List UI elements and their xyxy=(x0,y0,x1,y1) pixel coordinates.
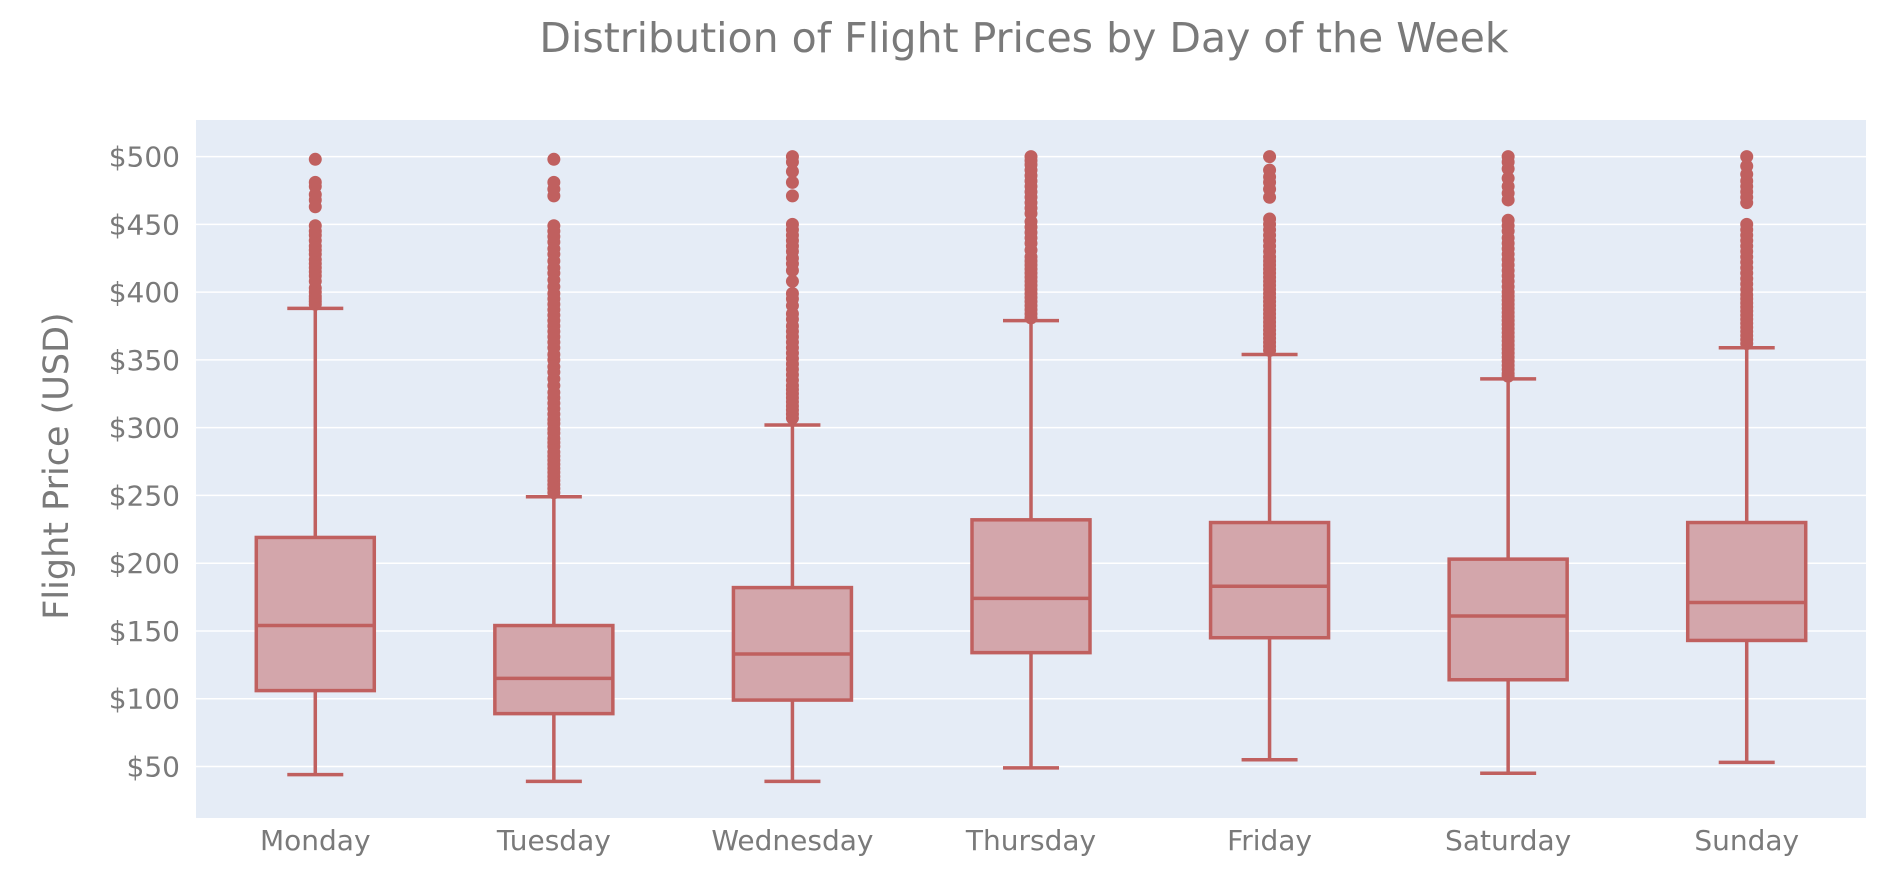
outlier-point xyxy=(1740,217,1754,231)
outlier-point xyxy=(1263,163,1277,177)
outlier-point xyxy=(785,150,799,164)
y-tick-label: $250 xyxy=(109,479,180,512)
x-tick-label: Saturday xyxy=(1445,824,1571,857)
outlier-point xyxy=(785,189,799,203)
outlier-point xyxy=(1263,150,1277,164)
x-tick-label: Tuesday xyxy=(496,824,611,857)
chart-title: Distribution of Flight Prices by Day of … xyxy=(539,14,1508,62)
box-group xyxy=(1685,150,1808,765)
y-tick-label: $300 xyxy=(109,412,180,445)
iqr-box xyxy=(731,585,854,702)
iqr-box xyxy=(1208,520,1331,640)
iqr-box xyxy=(1447,557,1569,682)
box-group xyxy=(731,150,854,784)
outlier-point xyxy=(1740,150,1754,164)
y-axis-ticks: $50 $100 $150 $200 $250 $300 $350 $400 $450 $500 xyxy=(109,141,180,784)
y-tick-label: $450 xyxy=(109,208,180,241)
outlier-point xyxy=(547,219,561,233)
y-tick-label: $200 xyxy=(109,547,180,580)
y-axis-title: Flight Price (USD) xyxy=(37,312,77,619)
y-tick-label: $500 xyxy=(109,141,180,174)
x-tick-label: Sunday xyxy=(1694,824,1799,857)
y-tick-label: $350 xyxy=(109,344,180,377)
y-tick-label: $100 xyxy=(109,683,180,716)
outlier-point xyxy=(308,152,322,166)
outlier-point xyxy=(308,175,322,189)
outlier-point xyxy=(547,152,561,166)
outlier-point xyxy=(1501,150,1515,164)
outlier-point xyxy=(785,286,799,300)
outlier-point xyxy=(785,217,799,231)
box-group xyxy=(1208,150,1331,762)
y-tick-label: $150 xyxy=(109,615,180,648)
outlier-point xyxy=(1024,150,1038,164)
iqr-box xyxy=(970,518,1092,655)
outlier-point xyxy=(1263,212,1277,226)
outlier-point xyxy=(1501,213,1515,227)
iqr-box xyxy=(1685,520,1808,643)
boxes xyxy=(254,150,1808,784)
x-axis-ticks: Monday Tuesday Wednesday Thursday Friday Satu… xyxy=(260,824,1799,857)
outlier-point xyxy=(1501,171,1515,185)
box-group xyxy=(254,152,377,777)
box-group xyxy=(970,150,1092,770)
outlier-point xyxy=(547,175,561,189)
y-tick-label: $50 xyxy=(127,750,180,783)
outlier-point xyxy=(785,175,799,189)
outlier-point xyxy=(308,219,322,233)
box-group xyxy=(493,152,615,784)
y-tick-label: $400 xyxy=(109,276,180,309)
outlier-point xyxy=(785,165,799,179)
iqr-box xyxy=(254,535,377,693)
box-group xyxy=(1447,150,1569,776)
x-tick-label: Monday xyxy=(260,824,371,857)
iqr-box xyxy=(493,623,615,716)
outlier-point xyxy=(785,274,799,288)
x-tick-label: Wednesday xyxy=(711,824,873,857)
outlier-point xyxy=(1740,159,1754,173)
x-tick-label: Friday xyxy=(1227,824,1312,857)
x-tick-label: Thursday xyxy=(965,824,1096,857)
